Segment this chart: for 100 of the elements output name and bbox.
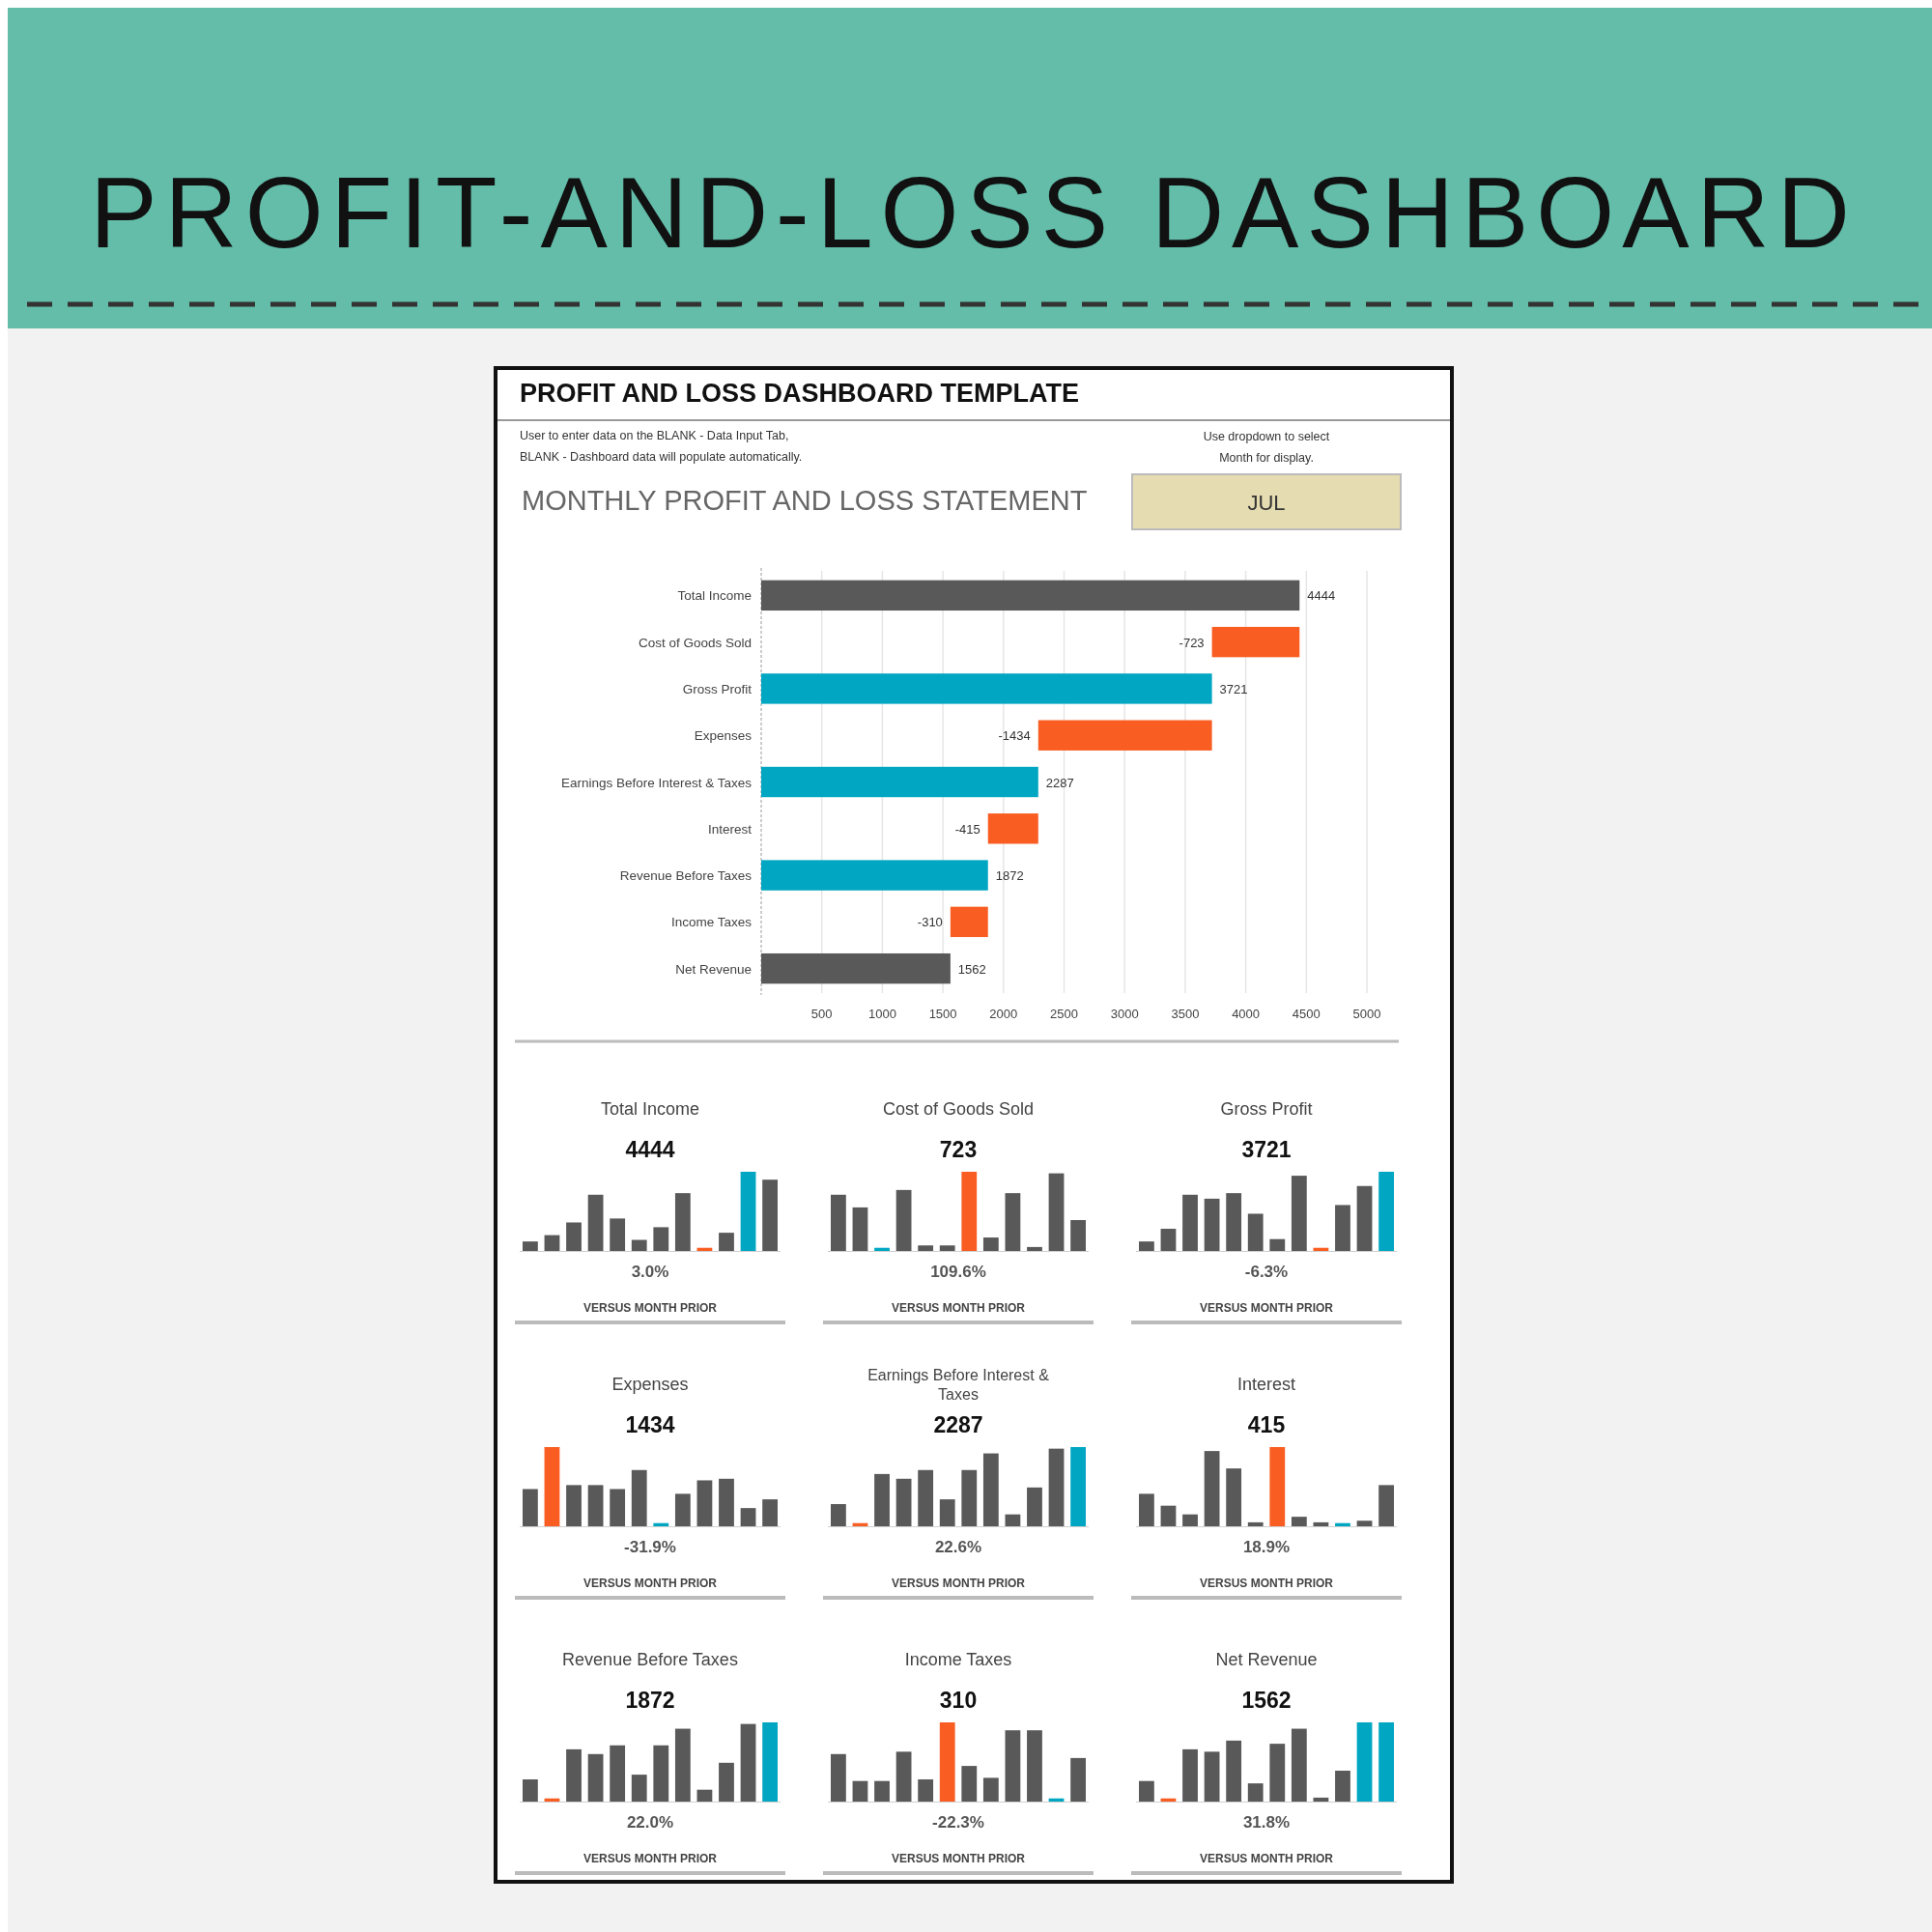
bar	[523, 1779, 538, 1802]
x-tick-label: 3000	[1110, 1007, 1139, 1021]
bar	[566, 1485, 582, 1526]
bar	[939, 1499, 955, 1526]
bar	[587, 1753, 604, 1802]
x-tick-label: 2500	[1050, 1007, 1078, 1021]
bar	[1139, 1241, 1154, 1251]
bar	[1291, 1517, 1307, 1526]
data-label: 1872	[995, 868, 1024, 884]
bar	[740, 1723, 756, 1802]
bar	[1226, 1468, 1242, 1526]
bar	[1313, 1521, 1329, 1526]
text: Use dropdown to select	[1203, 430, 1330, 443]
bar	[1182, 1194, 1198, 1251]
bar	[761, 580, 1300, 611]
bar	[961, 1469, 978, 1526]
text: VERSUS MONTH PRIOR	[891, 1301, 1026, 1315]
chart-title: Total Income	[600, 1099, 700, 1119]
bar	[1027, 1487, 1042, 1526]
data-label: -1434	[998, 728, 1031, 744]
text: -6.3%	[1244, 1263, 1289, 1281]
bar	[1356, 1722, 1373, 1802]
bar	[719, 1478, 734, 1526]
bar	[719, 1233, 734, 1251]
bar	[761, 766, 1038, 798]
y-tick-label: Income Taxes	[670, 915, 753, 930]
bar	[762, 1179, 778, 1251]
bar	[1182, 1748, 1198, 1802]
bar	[696, 1480, 713, 1526]
bar	[939, 1245, 955, 1251]
text: 310	[939, 1688, 978, 1713]
bar	[674, 1728, 691, 1802]
bar	[631, 1775, 647, 1802]
bar	[523, 1489, 538, 1526]
text: 1872	[625, 1688, 675, 1713]
bar	[961, 1766, 978, 1802]
text: 4444	[625, 1137, 675, 1162]
bar	[895, 1189, 912, 1251]
text: 22.6%	[934, 1538, 982, 1556]
bar	[1269, 1744, 1286, 1802]
bar	[719, 1762, 734, 1802]
y-tick-label: Total Income	[677, 588, 752, 604]
text: VERSUS MONTH PRIOR	[582, 1301, 718, 1315]
bar	[1226, 1193, 1242, 1251]
bar	[761, 860, 988, 891]
chart-title: Revenue Before Taxes	[562, 1650, 738, 1669]
bar	[544, 1235, 560, 1251]
bar	[674, 1493, 691, 1526]
bar	[1048, 1448, 1065, 1526]
bar	[762, 1722, 778, 1802]
bar	[761, 952, 951, 984]
text: VERSUS MONTH PRIOR	[582, 1852, 718, 1865]
chart-title: Interest	[1236, 1375, 1296, 1394]
bar	[895, 1478, 912, 1526]
bar	[1005, 1514, 1021, 1526]
text: 1434	[625, 1412, 675, 1437]
bar	[631, 1239, 647, 1251]
text: 22.0%	[626, 1813, 674, 1832]
bar	[1005, 1730, 1021, 1802]
bar	[1378, 1485, 1394, 1526]
bar	[1182, 1514, 1198, 1526]
bar	[761, 673, 1212, 704]
bar	[939, 1722, 955, 1802]
bar	[1269, 1447, 1286, 1526]
x-tick-label: 2000	[989, 1007, 1018, 1021]
bar	[1160, 1505, 1177, 1526]
bar	[1070, 1447, 1086, 1526]
bar	[1160, 1229, 1177, 1251]
text: 723	[939, 1137, 978, 1162]
y-tick-label: Earnings Before Interest & Taxes	[560, 775, 753, 790]
bar	[1139, 1493, 1154, 1526]
y-tick-label: Net Revenue	[675, 961, 752, 977]
text: VERSUS MONTH PRIOR	[891, 1577, 1026, 1590]
text: VERSUS MONTH PRIOR	[1199, 1301, 1334, 1315]
bar	[610, 1489, 626, 1526]
chart-title: Cost of Goods Sold	[882, 1099, 1035, 1119]
bar	[918, 1245, 934, 1251]
bar	[987, 813, 1038, 844]
bar	[1378, 1172, 1394, 1251]
bar	[1070, 1220, 1086, 1251]
chart-title: Earnings Before Interest & Taxes	[867, 1367, 1050, 1403]
bar	[631, 1469, 647, 1526]
bar	[1005, 1193, 1021, 1251]
bar	[1356, 1520, 1373, 1526]
bar	[918, 1779, 934, 1802]
y-tick-label: Expenses	[694, 728, 753, 744]
bar	[1247, 1783, 1264, 1802]
bar	[610, 1745, 626, 1802]
bar	[740, 1172, 756, 1251]
bar	[1027, 1246, 1042, 1251]
bar	[566, 1222, 582, 1251]
text: User to enter data on the BLANK - Data Input Tab,	[520, 429, 789, 442]
bar	[852, 1207, 868, 1251]
bar	[1291, 1176, 1307, 1251]
x-tick-label: 500	[810, 1007, 833, 1021]
bar	[587, 1485, 604, 1526]
text: 1562	[1241, 1688, 1292, 1713]
bar	[831, 1194, 846, 1251]
bar	[874, 1780, 890, 1802]
data-label: -310	[917, 915, 943, 930]
